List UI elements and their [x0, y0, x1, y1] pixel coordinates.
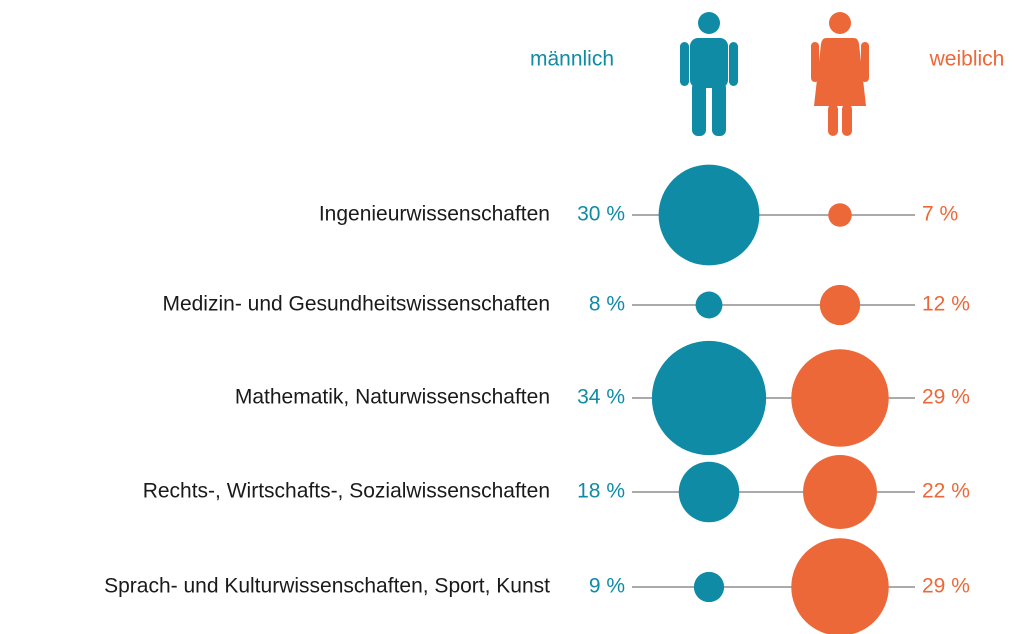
bubble: [791, 538, 889, 634]
category-label: Sprach- und Kulturwissenschaften, Sport,…: [104, 575, 550, 598]
category-label: Mathematik, Naturwissenschaften: [235, 386, 550, 409]
category-label: Medizin- und Gesundheitswissenschaften: [162, 293, 550, 316]
value-label: 22 %: [922, 480, 970, 503]
bubble: [819, 284, 861, 326]
value-label: 29 %: [922, 575, 970, 598]
bubble: [803, 455, 877, 529]
bubble: [695, 291, 723, 319]
bubble: [828, 203, 852, 227]
legend-label: weiblich: [929, 48, 1005, 71]
value-label: 12 %: [922, 293, 970, 316]
female-icon: [811, 12, 869, 136]
bubble: [651, 340, 767, 456]
category-label: Rechts-, Wirtschafts-, Sozialwissenschaf…: [143, 480, 550, 503]
bubble: [791, 349, 889, 447]
value-label: 29 %: [922, 386, 970, 409]
category-label: Ingenieurwissenschaften: [319, 203, 550, 226]
bubble: [678, 461, 740, 523]
bubble: [658, 164, 760, 266]
legend-label: männlich: [530, 48, 614, 71]
value-label: 7 %: [922, 203, 958, 226]
bubble: [693, 571, 725, 603]
male-icon: [680, 12, 738, 136]
value-label: 8 %: [589, 293, 625, 316]
value-label: 9 %: [589, 575, 625, 598]
value-label: 18 %: [577, 480, 625, 503]
value-label: 30 %: [577, 203, 625, 226]
value-label: 34 %: [577, 386, 625, 409]
